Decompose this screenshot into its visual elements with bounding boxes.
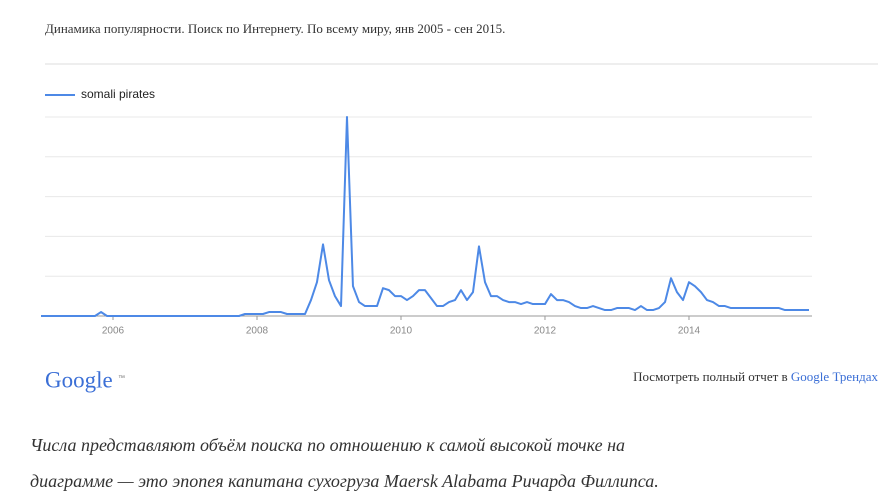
chart-header: Динамика популярности. Поиск по Интернет… [45, 21, 505, 36]
report-text: Посмотреть полный отчет в [633, 369, 791, 384]
google-logo: Google [45, 367, 113, 392]
report-line: Посмотреть полный отчет в Google Трендах [633, 369, 878, 384]
x-tick-label: 2006 [102, 326, 125, 337]
logo-mark: ™ [118, 375, 125, 382]
x-tick-label: 2010 [390, 326, 413, 337]
x-tick-label: 2008 [246, 326, 269, 337]
caption-line: Числа представляют объём поиска по отнош… [30, 435, 625, 455]
series-line [41, 116, 809, 317]
legend-label: somali pirates [81, 87, 155, 101]
x-tick-label: 2012 [534, 326, 557, 337]
caption-line: диаграмме — это эпопея капитана сухогруз… [30, 471, 659, 491]
x-tick-label: 2014 [678, 326, 701, 337]
report-link[interactable]: Google Трендах [791, 369, 879, 384]
